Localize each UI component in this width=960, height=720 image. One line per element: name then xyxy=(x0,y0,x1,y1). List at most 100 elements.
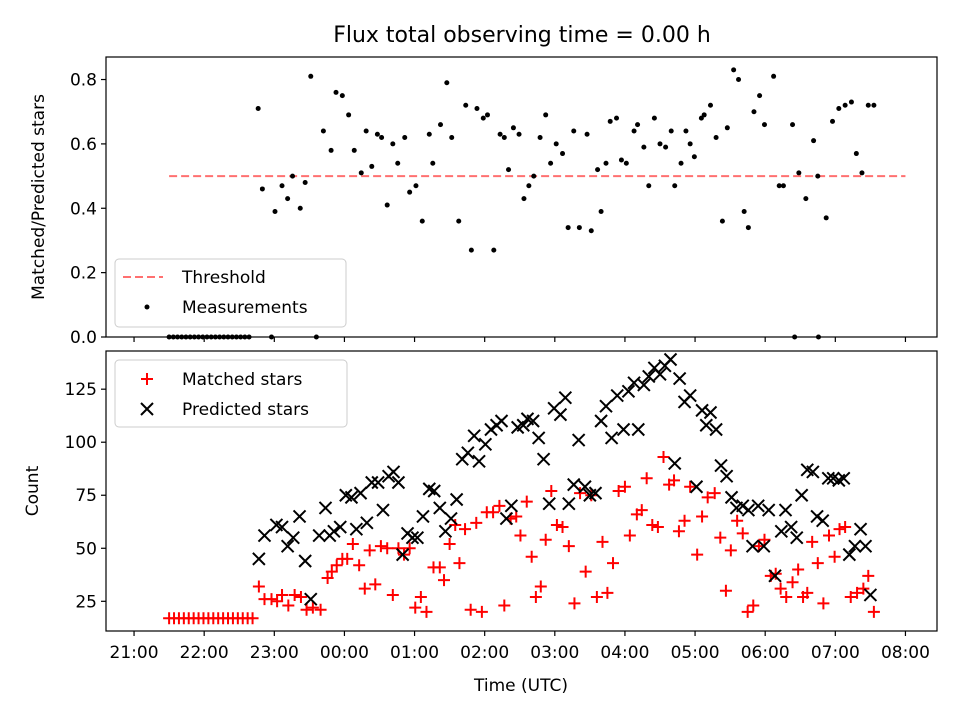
x-tick-label: 21:00 xyxy=(110,643,159,663)
top-plot-area xyxy=(166,67,906,340)
measurement-point xyxy=(565,225,571,231)
measurement-point xyxy=(369,163,375,169)
matched-star-point xyxy=(443,538,456,551)
measurement-point xyxy=(815,173,821,179)
measurement-point xyxy=(560,151,566,157)
predicted-star-point xyxy=(578,480,592,494)
predicted-star-point xyxy=(815,513,830,528)
matched-star-point xyxy=(719,584,732,597)
predicted-star-point xyxy=(853,522,868,536)
predicted-star-point xyxy=(790,530,804,545)
measurement-point xyxy=(757,93,763,99)
matched-star-point xyxy=(300,603,313,616)
measurement-point xyxy=(491,247,497,253)
matched-star-point xyxy=(786,576,799,589)
measurement-point xyxy=(516,131,522,137)
measurement-point xyxy=(623,160,629,166)
top-panel: 0.00.20.40.60.8 Matched/Predicted stars … xyxy=(29,56,938,348)
measurement-point xyxy=(285,196,291,202)
predicted-star-point xyxy=(427,484,441,498)
matched-star-point xyxy=(590,591,603,604)
predicted-star-point xyxy=(610,388,624,403)
predicted-star-point xyxy=(444,511,458,526)
matched-star-point xyxy=(514,529,527,542)
matched-star-point xyxy=(780,591,793,604)
measurement-point xyxy=(871,102,877,108)
matched-star-point xyxy=(741,605,754,618)
predicted-star-point xyxy=(784,520,798,534)
matched-star-point xyxy=(545,485,558,497)
measurement-point xyxy=(576,225,582,231)
matched-star-point xyxy=(774,582,787,595)
matched-star-point xyxy=(520,495,533,508)
predicted-star-point xyxy=(842,547,857,562)
measurement-point xyxy=(468,247,474,253)
x-tick-label: 08:00 xyxy=(881,643,930,663)
matched-star-point xyxy=(562,540,575,553)
top-y-axis-label: Matched/Predicted stars xyxy=(29,94,49,300)
measurement-point xyxy=(449,134,455,140)
measurement-point xyxy=(687,141,693,147)
matched-star-point xyxy=(574,487,587,500)
measurement-point xyxy=(395,160,401,166)
measurements-legend-marker xyxy=(144,304,150,310)
threshold-legend-label: Threshold xyxy=(181,268,266,288)
measurement-point xyxy=(497,131,503,137)
measurement-point xyxy=(751,109,757,115)
measurement-point xyxy=(328,147,334,153)
predicted-star-point xyxy=(663,352,678,367)
matched-legend-marker xyxy=(141,373,153,385)
matched-star-point xyxy=(325,565,338,578)
measurement-point xyxy=(407,189,413,195)
predicted-star-point xyxy=(312,528,326,543)
predicted-star-point xyxy=(395,547,410,562)
predicted-star-point xyxy=(741,503,756,517)
predicted-star-point xyxy=(410,530,425,545)
matched-star-point xyxy=(708,487,721,500)
measurement-point xyxy=(603,160,609,166)
measurement-point xyxy=(374,131,380,137)
measurement-point xyxy=(811,138,817,144)
measurements-legend-label: Measurements xyxy=(182,298,308,318)
predicted-legend-label: Predicted stars xyxy=(182,400,309,420)
measurement-point xyxy=(736,77,742,83)
measurement-point xyxy=(745,225,751,231)
matched-star-point xyxy=(403,542,416,555)
matched-star-point xyxy=(714,531,727,544)
predicted-star-point xyxy=(318,501,333,515)
matched-star-point xyxy=(498,599,511,612)
matched-star-point xyxy=(363,544,376,557)
matched-star-point xyxy=(747,599,760,612)
matched-star-point xyxy=(724,544,737,557)
chart-title: Flux total observing time = 0.00 h xyxy=(333,23,711,48)
matched-star-point xyxy=(282,599,295,612)
measurement-point xyxy=(339,93,345,99)
predicted-star-point xyxy=(349,522,364,536)
predicted-star-point xyxy=(778,503,793,517)
matched-star-point xyxy=(817,597,830,610)
matched-star-point xyxy=(453,557,466,570)
measurement-point xyxy=(333,89,339,95)
measurement-point xyxy=(302,180,308,186)
matched-star-point xyxy=(623,529,636,542)
predicted-star-point xyxy=(478,437,493,452)
predicted-star-point xyxy=(516,418,530,432)
measurement-point xyxy=(272,208,278,214)
y-tick-label: 0.4 xyxy=(70,199,97,219)
measurement-point xyxy=(761,122,767,128)
measurement-point xyxy=(379,134,385,140)
predicted-star-point xyxy=(703,405,718,420)
matched-star-point xyxy=(839,521,852,534)
y-tick-label: 0.6 xyxy=(70,135,97,155)
matched-star-point xyxy=(330,559,343,572)
x-tick-label: 00:00 xyxy=(320,643,369,663)
measurement-point xyxy=(588,228,594,234)
y-tick-label: 125 xyxy=(65,380,97,400)
predicted-star-point xyxy=(536,452,551,466)
predicted-star-point xyxy=(672,371,687,386)
bottom-panel: 25 50 75 100 125 21:00 22:00 23:00 00:00 01:00 02:… xyxy=(23,350,938,696)
matched-star-point xyxy=(433,561,446,574)
measurement-point xyxy=(553,141,559,147)
measurement-point xyxy=(823,215,829,221)
predicted-star-point xyxy=(637,378,651,392)
